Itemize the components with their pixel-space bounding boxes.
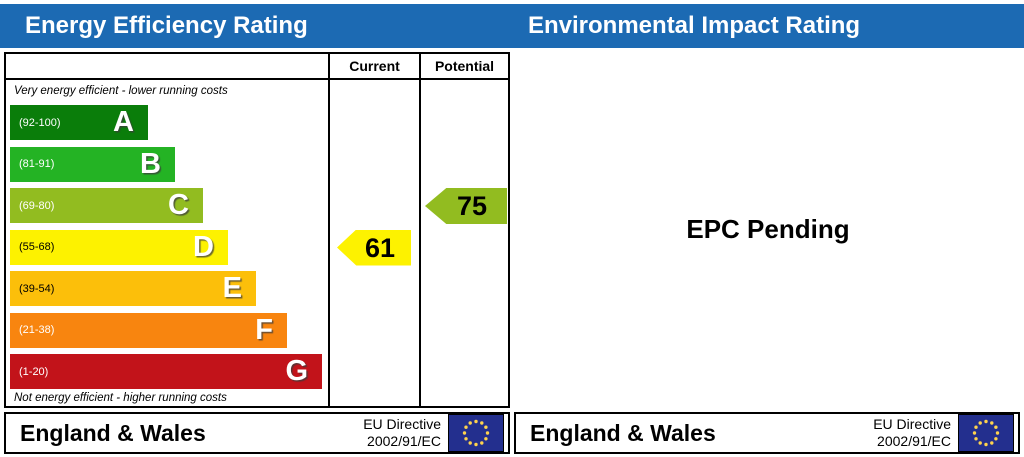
band-letter: F xyxy=(255,313,273,346)
environmental-impact-panel: EPC Pending xyxy=(512,48,1024,410)
eu-directive-line1: EU Directive xyxy=(363,416,441,433)
band-b: (81-91) B xyxy=(10,146,175,182)
band-a: (92-100) A xyxy=(10,105,148,140)
eu-directive-line2: 2002/91/EC xyxy=(367,433,441,449)
eu-directive-label: EU Directive 2002/91/EC xyxy=(873,416,951,450)
potential-rating-value: 75 xyxy=(456,191,488,221)
eu-flag-icon xyxy=(448,414,504,452)
band-f: (21-38) F xyxy=(10,312,287,348)
eu-directive-line1: EU Directive xyxy=(873,416,951,433)
footer-left: England & Wales EU Directive 2002/91/EC xyxy=(4,412,510,454)
region-label: England & Wales xyxy=(530,419,716,446)
band-letter: C xyxy=(168,189,189,221)
band-letter: D xyxy=(193,230,214,263)
band-g: (1-20) G xyxy=(10,354,322,389)
environmental-title-section: Environmental Impact Rating xyxy=(512,4,1024,48)
column-divider-potential xyxy=(419,54,421,406)
eu-directive-line2: 2002/91/EC xyxy=(877,433,951,449)
current-column-header: Current xyxy=(349,58,400,74)
energy-efficiency-chart: Current Potential Very energy efficient … xyxy=(4,52,510,408)
eu-directive-label: EU Directive 2002/91/EC xyxy=(363,416,441,450)
band-range-label: (69-80) xyxy=(19,199,55,212)
band-range-label: (21-38) xyxy=(19,324,55,336)
band-d: (55-68) D xyxy=(10,229,228,265)
energy-title-section: Energy Efficiency Rating xyxy=(0,4,512,48)
environmental-impact-title: Environmental Impact Rating xyxy=(528,12,861,39)
band-range-label: (1-20) xyxy=(19,365,49,378)
energy-efficiency-title: Energy Efficiency Rating xyxy=(25,12,308,39)
footer-right: England & Wales EU Directive 2002/91/EC xyxy=(514,412,1020,454)
band-letter: A xyxy=(113,106,134,138)
band-range-label: (55-68) xyxy=(19,241,55,253)
band-range-label: (39-54) xyxy=(19,282,55,295)
region-label: England & Wales xyxy=(20,419,206,446)
band-letter: E xyxy=(222,272,242,304)
potential-column-header: Potential xyxy=(434,58,495,74)
current-rating-value: 61 xyxy=(364,232,396,263)
band-letter: G xyxy=(285,355,308,387)
column-divider-current xyxy=(328,54,330,406)
bottom-note: Not energy efficient - higher running co… xyxy=(14,392,227,404)
band-range-label: (92-100) xyxy=(19,116,61,129)
band-range-label: (81-91) xyxy=(19,158,55,170)
title-bar: Energy Efficiency Rating Environmental I… xyxy=(0,4,1024,48)
current-rating-arrow: 61 xyxy=(337,229,411,266)
header-divider-line xyxy=(6,78,508,80)
top-note: Very energy efficient - lower running co… xyxy=(14,85,228,97)
epc-pending-text: EPC Pending xyxy=(686,213,850,244)
potential-rating-arrow: 75 xyxy=(425,188,507,224)
band-e: (39-54) E xyxy=(10,271,256,306)
eu-flag-icon xyxy=(958,414,1014,452)
band-c: (69-80) C xyxy=(10,188,203,223)
band-letter: B xyxy=(140,147,161,180)
